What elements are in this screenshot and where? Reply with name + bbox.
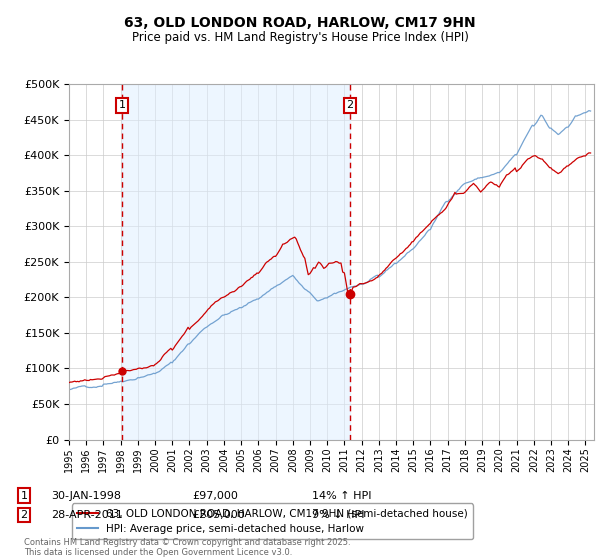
- Text: 1: 1: [119, 100, 125, 110]
- Text: 2: 2: [346, 100, 353, 110]
- Legend: 63, OLD LONDON ROAD, HARLOW, CM17 9HN (semi-detached house), HPI: Average price,: 63, OLD LONDON ROAD, HARLOW, CM17 9HN (s…: [71, 503, 473, 539]
- Text: 28-APR-2011: 28-APR-2011: [51, 510, 123, 520]
- Text: Contains HM Land Registry data © Crown copyright and database right 2025.
This d: Contains HM Land Registry data © Crown c…: [24, 538, 350, 557]
- Text: 14% ↑ HPI: 14% ↑ HPI: [312, 491, 371, 501]
- Text: 63, OLD LONDON ROAD, HARLOW, CM17 9HN: 63, OLD LONDON ROAD, HARLOW, CM17 9HN: [124, 16, 476, 30]
- Text: Price paid vs. HM Land Registry's House Price Index (HPI): Price paid vs. HM Land Registry's House …: [131, 31, 469, 44]
- Bar: [122, 84, 350, 440]
- Text: £205,000: £205,000: [192, 510, 245, 520]
- Text: £97,000: £97,000: [192, 491, 238, 501]
- Text: 1: 1: [20, 491, 28, 501]
- Text: 30-JAN-1998: 30-JAN-1998: [51, 491, 121, 501]
- Text: 9% ↓ HPI: 9% ↓ HPI: [312, 510, 365, 520]
- Text: 2: 2: [20, 510, 28, 520]
